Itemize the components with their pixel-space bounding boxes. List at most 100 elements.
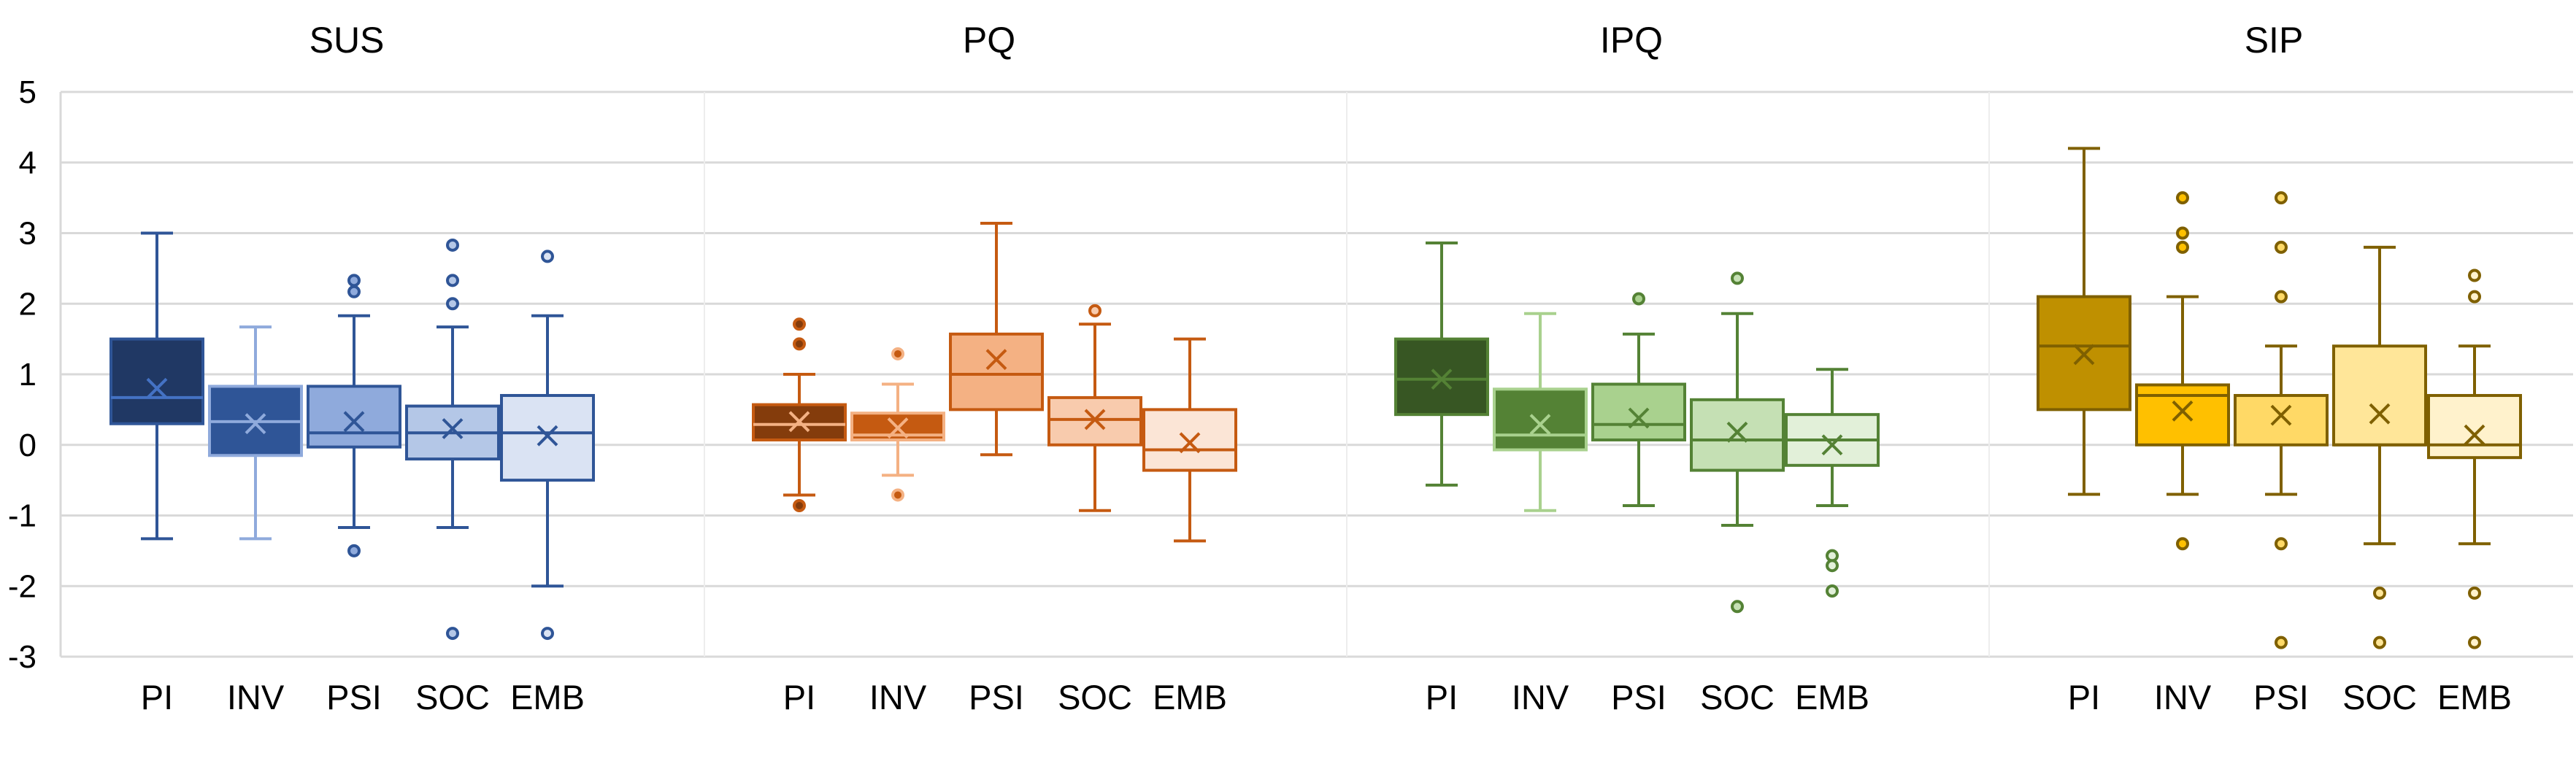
- box-soc: [1690, 271, 1785, 614]
- category-label: INV: [869, 678, 927, 716]
- mean-marker: [2073, 344, 2095, 366]
- box-emb: [2427, 269, 2522, 649]
- box-soc: [1047, 304, 1142, 512]
- outlier-point: [1731, 600, 1744, 614]
- mean-marker: [985, 349, 1007, 371]
- box-inv: [850, 347, 945, 502]
- outlier-point: [1826, 559, 1839, 573]
- y-tick-label: 3: [19, 216, 36, 252]
- outlier-point: [2275, 191, 2288, 205]
- iqr-box: [1690, 398, 1785, 472]
- panel-title: PQ: [963, 20, 1015, 61]
- category-label: EMB: [510, 678, 585, 716]
- outlier-point: [1632, 292, 1645, 306]
- category-label: SOC: [1700, 678, 1775, 716]
- y-tick-label: 0: [19, 428, 36, 463]
- box-soc: [405, 238, 500, 641]
- iqr-box: [109, 337, 204, 425]
- box-psi: [307, 274, 401, 557]
- category-label: PI: [1426, 678, 1458, 716]
- outlier-point: [793, 317, 806, 331]
- mean-marker: [442, 418, 464, 439]
- panel-sus: SUS PI INV PSI SOC EMB: [109, 20, 595, 716]
- iqr-box: [949, 332, 1044, 412]
- category-label: EMB: [1795, 678, 1869, 716]
- iqr-box: [1394, 337, 1489, 417]
- mean-marker: [887, 417, 909, 439]
- outlier-point: [2176, 240, 2189, 254]
- outlier-point: [1731, 271, 1744, 285]
- outlier-point: [2373, 586, 2386, 600]
- box-inv: [208, 325, 303, 541]
- mean-marker: [1628, 407, 1650, 429]
- y-axis: 5 4 3 2 1 0 -1 -2 -3: [8, 74, 62, 675]
- mean-marker: [1726, 421, 1748, 443]
- outlier-point: [2275, 636, 2288, 649]
- mean-marker: [537, 425, 558, 447]
- outlier-point: [446, 274, 459, 287]
- outlier-point: [446, 627, 459, 641]
- y-tick-label: 2: [19, 286, 36, 322]
- category-label: PSI: [969, 678, 1024, 716]
- outlier-point: [793, 337, 806, 351]
- outlier-point: [446, 238, 459, 252]
- panel-pq: PQ PI INV PSI SOC EMB: [704, 20, 1237, 716]
- box-soc: [2332, 245, 2427, 649]
- outlier-point: [2468, 586, 2481, 600]
- category-label: SOC: [415, 678, 490, 716]
- box-emb: [1785, 368, 1880, 598]
- iqr-box: [2332, 344, 2427, 447]
- outlier-point: [2275, 240, 2288, 254]
- y-tick-label: 5: [19, 74, 36, 110]
- panel-title: SIP: [2245, 20, 2304, 61]
- box-psi: [949, 221, 1044, 457]
- category-label: INV: [2154, 678, 2212, 716]
- y-tick-label: -1: [8, 498, 36, 534]
- outlier-point: [541, 250, 554, 263]
- outlier-point: [2176, 537, 2189, 551]
- category-label: SOC: [2342, 678, 2417, 716]
- outlier-point: [793, 498, 806, 512]
- panel-layer: SUS PI INV PSI SOC EMB PQ PI INV PSI SOC EMB IPQ PI IN…: [109, 20, 2522, 716]
- y-tick-label: 1: [19, 357, 36, 393]
- y-tick-label: -3: [8, 639, 36, 675]
- mean-marker: [2270, 404, 2292, 426]
- panel-title: IPQ: [1600, 20, 1663, 61]
- outlier-point: [347, 544, 361, 557]
- outlier-point: [2373, 636, 2386, 649]
- mean-marker: [2369, 403, 2391, 425]
- mean-marker: [1179, 432, 1201, 454]
- panel-title: SUS: [309, 20, 385, 61]
- outlier-point: [2176, 226, 2189, 240]
- box-emb: [500, 250, 595, 641]
- mean-marker: [343, 411, 365, 433]
- box-pi: [109, 231, 204, 541]
- mean-marker: [2172, 400, 2194, 422]
- category-label: PI: [783, 678, 815, 716]
- iqr-box: [2234, 394, 2329, 447]
- y-tick-label: 4: [19, 145, 36, 181]
- mean-marker: [788, 411, 810, 433]
- category-label: EMB: [1153, 678, 1227, 716]
- box-pi: [1394, 242, 1489, 487]
- outlier-point: [1826, 584, 1839, 598]
- box-pi: [752, 317, 847, 512]
- box-inv: [1493, 312, 1588, 512]
- category-label: INV: [1512, 678, 1569, 716]
- mean-marker: [146, 377, 168, 399]
- outlier-point: [2468, 290, 2481, 304]
- outlier-point: [2468, 636, 2481, 649]
- mean-marker: [245, 413, 266, 435]
- panel-ipq: IPQ PI INV PSI SOC EMB: [1346, 20, 1880, 716]
- category-label: EMB: [2437, 678, 2512, 716]
- iqr-box: [2135, 383, 2230, 447]
- iqr-box: [1493, 387, 1588, 452]
- panel-sip: SIP PI INV PSI SOC EMB: [1988, 20, 2522, 716]
- mean-marker: [2464, 424, 2485, 446]
- box-psi: [2234, 191, 2329, 649]
- outlier-point: [541, 627, 554, 641]
- iqr-box: [1591, 382, 1686, 441]
- category-label: PSI: [1611, 678, 1666, 716]
- outlier-point: [2275, 537, 2288, 551]
